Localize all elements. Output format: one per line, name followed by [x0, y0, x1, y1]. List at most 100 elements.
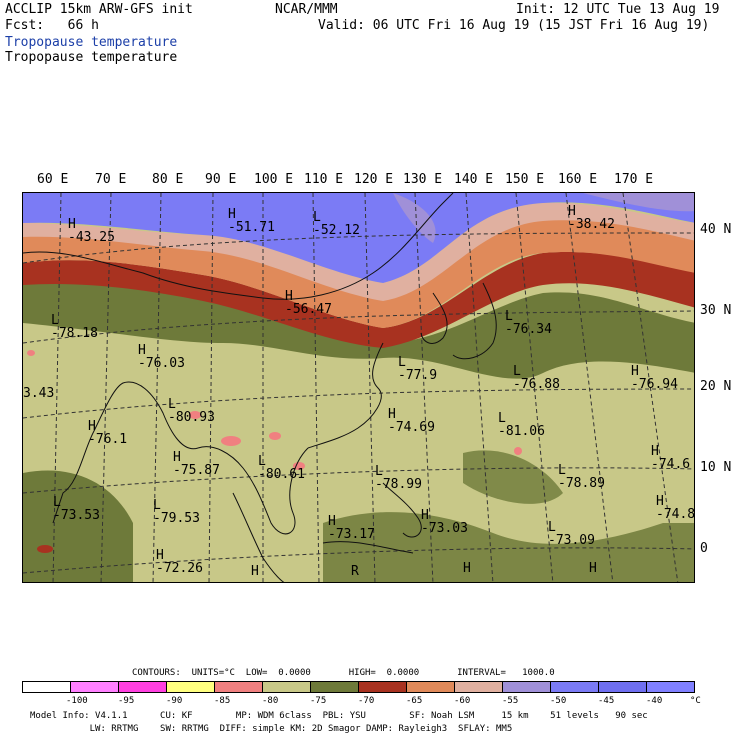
lon-label: 130 E: [403, 172, 443, 187]
colorbar-swatch: [359, 682, 407, 692]
header-model-title: ACCLIP 15km ARW-GFS init: [5, 2, 193, 17]
colorbar-swatch: [503, 682, 551, 692]
map-label: L -78.18: [51, 313, 98, 341]
lon-label: 120 E: [354, 172, 394, 187]
map-label: R: [351, 564, 359, 579]
lavender-patch: [583, 193, 694, 212]
red-speck: [37, 545, 53, 553]
lat-label: 10 N: [700, 460, 732, 475]
map-label: L -73.53: [53, 495, 100, 523]
map-label: L -76.88: [513, 364, 560, 392]
lon-label: 100 E: [254, 172, 294, 187]
header-valid-time: Valid: 06 UTC Fri 16 Aug 19 (15 JST Fri …: [318, 18, 710, 33]
map-label: H -74.69: [388, 407, 435, 435]
coastlines: [23, 193, 497, 582]
map-label: H -74.6: [651, 444, 691, 472]
salmon-band: [23, 217, 694, 328]
colorbar-tick: -85: [214, 696, 231, 706]
colorbar-tick: -60: [454, 696, 471, 706]
olive-dark-patch: [323, 512, 694, 582]
map-label: H -74.8: [656, 494, 695, 522]
lat-label: 30 N: [700, 303, 732, 318]
header-forecast-hour: Fcst: 66 h: [5, 18, 99, 33]
red-brown-band: [23, 252, 694, 348]
lon-label: 160 E: [558, 172, 598, 187]
olive-dark-band: [23, 276, 694, 379]
map-label: L -80.61: [258, 454, 305, 482]
map-label: L -78.99: [375, 464, 422, 492]
map-label: L -79.53: [153, 498, 200, 526]
colorbar-tick: -40: [646, 696, 663, 706]
colorbar-tick: -45: [598, 696, 615, 706]
map-label: H -73.03: [421, 508, 468, 536]
lat-label: 40 N: [700, 222, 732, 237]
colorbar-tick: -80: [262, 696, 279, 706]
colorbar-swatch: [167, 682, 215, 692]
colorbar-tick: -90: [166, 696, 183, 706]
map-label: L -77.9: [398, 355, 438, 383]
colorbar-swatch: [215, 682, 263, 692]
model-info-line1: Model Info: V4.1.1 CU: KF MP: WDM 6class…: [30, 711, 648, 721]
lon-label: 90 E: [205, 172, 237, 187]
map-label: H -72.26: [156, 548, 203, 576]
header-institution: NCAR/MMM: [275, 2, 338, 17]
colorbar-tick: -70: [358, 696, 375, 706]
lon-label: 170 E: [614, 172, 654, 187]
field-title-shaded: Tropopause temperature: [5, 35, 178, 50]
map-label: L -52.12: [313, 210, 360, 238]
colorbar-swatch: [23, 682, 71, 692]
olive-dark-patch: [463, 450, 563, 504]
colorbar-swatch: [407, 682, 455, 692]
map-label: H -56.47: [285, 289, 332, 317]
colorbar-tick: -95: [118, 696, 135, 706]
map-label: L -81.06: [498, 411, 545, 439]
colorbar: [22, 681, 695, 693]
colorbar-swatch: [311, 682, 359, 692]
model-info-line2: LW: RRTMG SW: RRTMG DIFF: simple KM: 2D …: [30, 724, 513, 734]
lat-label: 0: [700, 541, 708, 556]
lon-label: 150 E: [505, 172, 545, 187]
violet-region: [23, 193, 694, 283]
lon-label: 80 E: [152, 172, 184, 187]
lon-label: 60 E: [37, 172, 69, 187]
colorbar-tick: -100: [66, 696, 88, 706]
contour-info: CONTOURS: UNITS=°C LOW= 0.0000 HIGH= 0.0…: [132, 668, 555, 678]
colorbar-swatch: [599, 682, 647, 692]
colorbar-swatch: [71, 682, 119, 692]
map-label: H -76.94: [631, 364, 678, 392]
lon-label: 70 E: [95, 172, 127, 187]
lon-label: 140 E: [454, 172, 494, 187]
map-label: H: [463, 561, 471, 576]
colorbar-tick: -75: [310, 696, 327, 706]
map-label: H: [589, 561, 597, 576]
colorbar-unit: °C: [690, 696, 701, 706]
map-label: H: [251, 564, 259, 579]
lavender-patch: [393, 193, 436, 243]
map-panel: H -43.25 H -51.71 L -52.12 H -38.42 H -56.47 …: [22, 192, 695, 583]
map-label: H -43.25: [68, 217, 115, 245]
map-label: H -75.87: [173, 450, 220, 478]
colorbar-tick: -55: [502, 696, 519, 706]
colorbar-swatch: [263, 682, 311, 692]
pink-cold-patches: [27, 350, 522, 470]
lon-label: 110 E: [304, 172, 344, 187]
field-title-contour: Tropopause temperature: [5, 50, 178, 65]
map-label: L -80.93: [168, 397, 215, 425]
colorbar-tick: -50: [550, 696, 567, 706]
olive-dark-patch: [23, 470, 133, 582]
map-label: H -73.17: [328, 514, 375, 542]
colorbar-swatch: [119, 682, 167, 692]
colorbar-swatch: [455, 682, 503, 692]
colorbar-swatch: [647, 682, 694, 692]
colorbar-tick: -65: [406, 696, 423, 706]
header-init-time: Init: 12 UTC Tue 13 Aug 19: [516, 2, 720, 17]
tropopause-field: [23, 193, 694, 582]
map-label: H -51.71: [228, 207, 275, 235]
colorbar-swatch: [551, 682, 599, 692]
map-label: H -76.1: [88, 419, 128, 447]
map-label: L -78.89: [558, 463, 605, 491]
map-label: L -76.34: [505, 309, 552, 337]
map-label: H -38.42: [568, 204, 615, 232]
map-label: H -76.03: [138, 343, 185, 371]
map-label: 3.43: [23, 386, 55, 401]
